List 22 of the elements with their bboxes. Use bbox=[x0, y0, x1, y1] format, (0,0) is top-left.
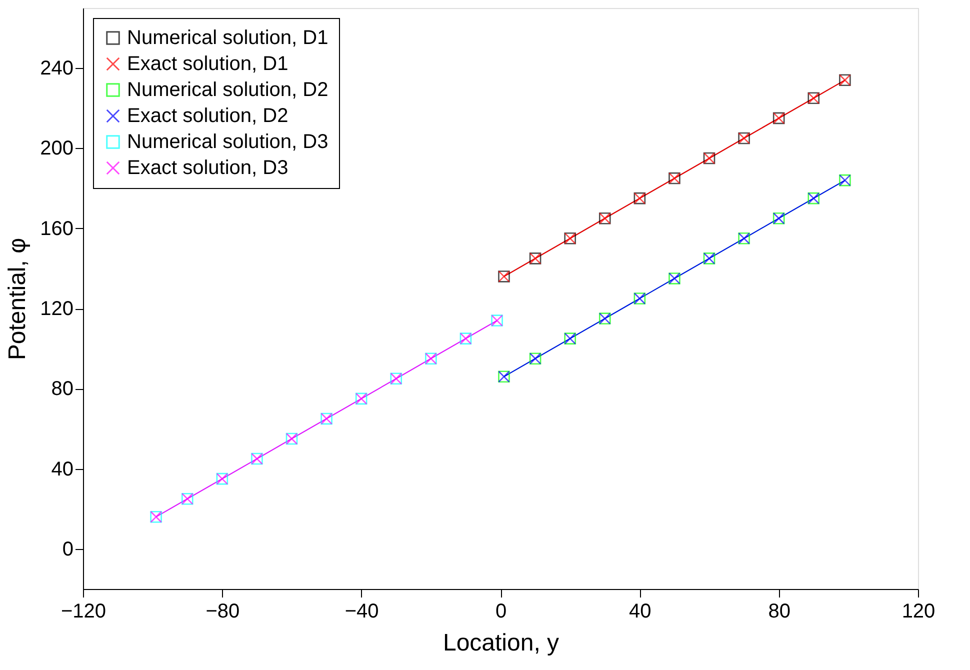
legend-label: Exact solution, D3 bbox=[127, 157, 288, 179]
x-tick-label: −40 bbox=[344, 600, 379, 622]
y-tick-label: 40 bbox=[51, 458, 74, 480]
legend-label: Exact solution, D2 bbox=[127, 105, 288, 127]
legend-label: Numerical solution, D3 bbox=[127, 131, 328, 153]
y-tick-label: 200 bbox=[40, 138, 74, 160]
x-tick-label: −120 bbox=[60, 600, 106, 622]
x-tick-label: 80 bbox=[768, 600, 790, 622]
x-tick-label: −80 bbox=[206, 600, 240, 622]
x-tick-label: 120 bbox=[902, 600, 936, 622]
x-tick-label: 40 bbox=[629, 600, 652, 622]
y-tick-label: 120 bbox=[40, 298, 74, 320]
x-tick-label: 0 bbox=[495, 600, 507, 622]
x-axis-title: Location, y bbox=[442, 630, 560, 656]
y-tick-label: 160 bbox=[40, 218, 74, 240]
legend-label: Numerical solution, D1 bbox=[127, 27, 328, 49]
y-tick-label: 0 bbox=[62, 538, 74, 560]
y-tick-label: 240 bbox=[40, 58, 74, 80]
y-axis-title: Potential, φ bbox=[4, 238, 32, 360]
legend-label: Exact solution, D1 bbox=[127, 53, 288, 75]
y-tick-label: 80 bbox=[51, 378, 74, 400]
legend-label: Numerical solution, D2 bbox=[127, 79, 328, 101]
